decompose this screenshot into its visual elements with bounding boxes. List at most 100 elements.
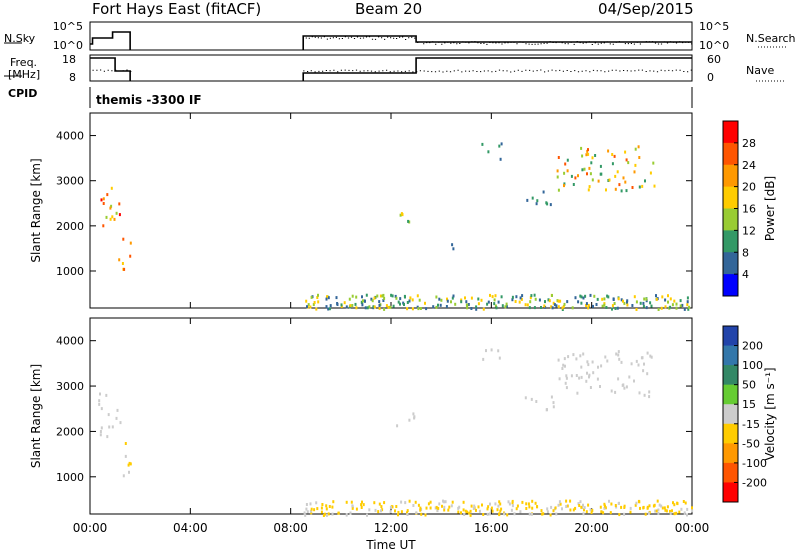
data-point <box>408 299 411 303</box>
data-point <box>435 505 438 509</box>
data-point <box>408 499 411 503</box>
data-point <box>550 395 553 399</box>
data-point <box>485 349 487 353</box>
colorbar-tick-label: -100 <box>742 457 767 470</box>
data-point <box>675 302 678 306</box>
data-point <box>589 293 592 297</box>
data-point <box>424 301 426 305</box>
data-point <box>655 297 658 301</box>
data-point <box>361 295 363 299</box>
data-point <box>620 360 623 364</box>
data-point <box>561 308 564 311</box>
data-point <box>397 300 400 304</box>
data-point <box>377 510 380 514</box>
data-point <box>623 504 626 508</box>
data-point <box>340 303 343 307</box>
data-point <box>320 506 323 510</box>
data-point <box>378 306 381 310</box>
data-point <box>642 301 645 305</box>
data-point <box>406 307 409 311</box>
data-point <box>620 298 623 302</box>
data-point <box>462 500 465 504</box>
data-point <box>657 508 660 512</box>
data-point <box>563 357 566 361</box>
data-point <box>635 501 638 505</box>
data-point <box>366 513 368 517</box>
data-point <box>643 297 646 301</box>
data-point <box>362 503 365 507</box>
data-point <box>351 304 354 307</box>
data-point <box>124 454 127 458</box>
colorbar-segment <box>723 326 738 347</box>
data-point <box>591 156 594 160</box>
data-point <box>128 470 130 474</box>
data-cluster <box>118 237 132 271</box>
data-point <box>664 508 667 512</box>
data-point <box>372 305 375 309</box>
data-point <box>469 509 472 513</box>
data-point <box>406 301 409 304</box>
data-point <box>583 506 586 510</box>
data-point <box>664 298 667 302</box>
data-point <box>121 262 124 265</box>
data-point <box>675 511 678 515</box>
data-point <box>513 512 516 516</box>
data-point <box>551 294 553 297</box>
data-point <box>490 506 493 510</box>
data-point <box>399 302 401 306</box>
data-point <box>691 509 694 513</box>
data-point <box>379 294 382 298</box>
data-point <box>577 174 579 178</box>
data-point <box>383 307 386 311</box>
data-point <box>515 295 518 299</box>
data-point <box>533 293 536 297</box>
x-tick-label: 08:00 <box>273 521 308 535</box>
data-point <box>600 510 603 514</box>
data-point <box>683 511 686 515</box>
data-point <box>585 379 588 383</box>
data-point <box>122 237 125 241</box>
data-point <box>678 510 681 514</box>
data-point <box>328 505 331 508</box>
data-point <box>608 178 611 182</box>
data-point <box>584 294 587 298</box>
data-point <box>528 505 531 509</box>
data-point <box>656 499 659 503</box>
data-point <box>380 505 383 509</box>
data-point <box>418 298 421 302</box>
data-point <box>407 219 410 223</box>
data-point <box>457 510 460 514</box>
nave-label: Nave <box>746 64 775 77</box>
data-point <box>595 303 598 306</box>
data-point <box>310 507 313 511</box>
data-point <box>530 397 533 401</box>
data-point <box>437 506 440 510</box>
data-point <box>646 372 649 376</box>
data-point <box>535 400 538 403</box>
data-point <box>482 357 485 361</box>
data-point <box>686 507 689 511</box>
data-point <box>681 303 684 307</box>
data-point <box>664 305 667 309</box>
data-point <box>527 502 530 506</box>
data-point <box>373 501 376 505</box>
data-point <box>669 509 671 513</box>
data-point <box>606 294 609 298</box>
data-point <box>493 298 496 302</box>
data-point <box>638 185 641 189</box>
data-point <box>604 355 607 359</box>
nsky-tick-label: 10^0 <box>53 39 83 52</box>
data-point <box>572 508 575 512</box>
station-title: Fort Hays East (fitACF) <box>92 0 262 18</box>
data-point <box>441 504 443 508</box>
data-point <box>355 295 358 299</box>
data-point <box>466 510 468 514</box>
data-point <box>587 363 590 367</box>
data-point <box>590 511 593 514</box>
data-point <box>501 304 504 308</box>
data-point <box>480 298 483 302</box>
data-point <box>111 215 114 219</box>
data-point <box>446 299 449 303</box>
data-point <box>360 506 363 509</box>
data-point <box>417 503 420 507</box>
